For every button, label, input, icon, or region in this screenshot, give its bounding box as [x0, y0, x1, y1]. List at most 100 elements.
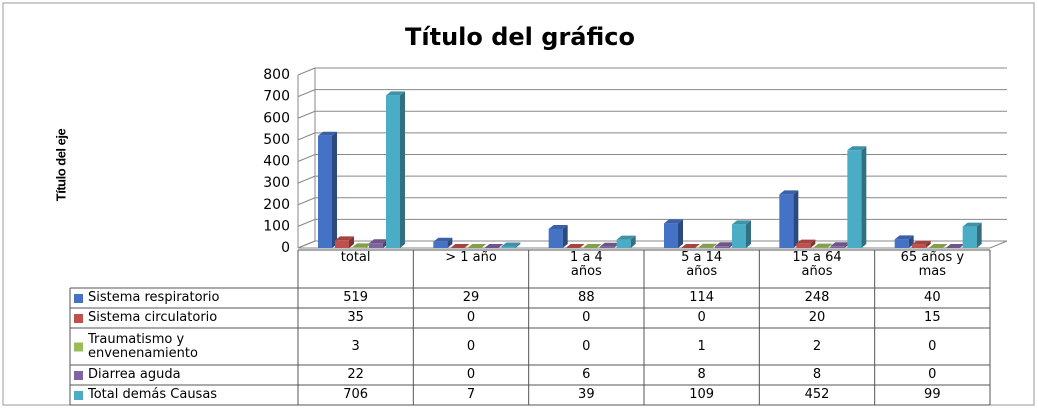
bar-top: [369, 239, 388, 244]
data-value: 706: [343, 387, 369, 402]
data-value: 35: [347, 310, 364, 325]
grid-line-side: [297, 132, 316, 141]
bar-side: [332, 131, 337, 248]
bar-top: [796, 239, 816, 244]
grid-line-side: [297, 197, 316, 206]
data-value: 0: [582, 310, 591, 325]
bar: [732, 224, 746, 248]
bar: [318, 135, 332, 248]
bar: [548, 228, 563, 248]
bar: [894, 239, 909, 248]
grid-line-side: [297, 175, 316, 184]
bar: [664, 223, 678, 248]
bar-top: [911, 240, 931, 245]
bar: [715, 246, 729, 248]
legend-label: Diarrea aguda: [88, 367, 181, 382]
bar: [616, 239, 631, 248]
y-tick-label: 800: [263, 67, 290, 83]
data-value: 519: [343, 290, 369, 305]
legend-key: [74, 342, 83, 352]
data-value: 99: [924, 387, 941, 402]
data-value: 1: [697, 338, 706, 354]
bar-top: [928, 244, 948, 248]
bar-side: [712, 243, 717, 248]
grid-line-side: [297, 110, 316, 119]
legend-label: Traumatismo y envenenamiento: [88, 331, 198, 361]
bar-top: [715, 242, 734, 247]
bar-top: [467, 244, 487, 248]
legend-key: [74, 314, 83, 323]
data-value: 452: [804, 387, 830, 402]
legend-key: [74, 391, 83, 400]
bar: [847, 150, 862, 248]
data-value: 0: [928, 367, 937, 382]
bar-top: [813, 243, 833, 248]
bar-top: [335, 236, 354, 241]
bar: [830, 246, 845, 248]
data-value: 8: [812, 367, 822, 382]
y-tick-label: 0: [281, 240, 290, 256]
y-tick-label: 500: [263, 132, 290, 148]
legend-key: [74, 371, 83, 380]
bar-top: [847, 146, 867, 151]
x-tick-label: 65 años y mas: [900, 250, 965, 279]
y-tick-label: 600: [263, 110, 290, 126]
data-value: 29: [462, 290, 480, 305]
y-tick-label: 100: [263, 218, 290, 234]
legend-label: Sistema respiratorio: [88, 290, 220, 305]
grid-line-side: [297, 240, 316, 249]
data-value: 0: [466, 338, 476, 354]
data-value: 0: [466, 310, 476, 325]
bar: [335, 240, 349, 248]
y-tick-label: 700: [263, 89, 290, 105]
data-value: 6: [582, 367, 591, 382]
bar-top: [698, 243, 717, 248]
x-tick-label: total: [340, 250, 371, 265]
grid-line-side: [297, 218, 316, 227]
y-tick-label: 300: [263, 175, 290, 191]
data-value: 39: [578, 387, 595, 402]
bar-side: [925, 240, 931, 248]
data-value: 8: [697, 367, 706, 382]
legend-label: Total demás Causas: [88, 387, 218, 402]
x-tick-label: > 1 año: [445, 250, 497, 265]
bar-top: [664, 219, 683, 224]
data-value: 0: [928, 338, 937, 354]
bar-side: [515, 242, 521, 248]
bar-side: [827, 243, 833, 248]
chart-title: Título del gráfico: [405, 23, 635, 51]
bar-top: [318, 131, 337, 136]
data-value: 2: [812, 338, 822, 354]
bar-top: [681, 244, 700, 248]
bar-top: [962, 222, 982, 227]
x-tick-label: 5 a 14 años: [681, 250, 723, 279]
data-value: 0: [466, 367, 476, 382]
bar-top: [616, 235, 636, 240]
bar: [501, 246, 516, 248]
grid-line-side: [297, 67, 316, 76]
bar-top: [732, 220, 751, 225]
bar-top: [599, 242, 619, 247]
bar: [779, 194, 794, 248]
bar-side: [349, 236, 354, 248]
bar-side: [976, 222, 982, 248]
data-value: 7: [466, 387, 476, 402]
bar-top: [433, 237, 453, 242]
bar: [911, 244, 926, 248]
bar: [796, 243, 811, 248]
data-value: 88: [578, 290, 595, 305]
data-value: 0: [582, 338, 591, 354]
bar-side: [630, 235, 636, 248]
bar-side: [562, 224, 568, 248]
bar: [962, 226, 977, 248]
y-tick-label: 200: [263, 197, 290, 213]
bar-top: [779, 190, 799, 195]
data-value: 3: [351, 338, 360, 354]
y-axis-label: Título del eje: [53, 129, 68, 202]
bar: [433, 241, 448, 248]
bar-top: [945, 244, 965, 248]
bar-top: [894, 235, 914, 240]
bar-side: [678, 219, 683, 248]
